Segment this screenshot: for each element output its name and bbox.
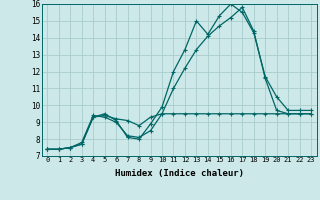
X-axis label: Humidex (Indice chaleur): Humidex (Indice chaleur) xyxy=(115,169,244,178)
